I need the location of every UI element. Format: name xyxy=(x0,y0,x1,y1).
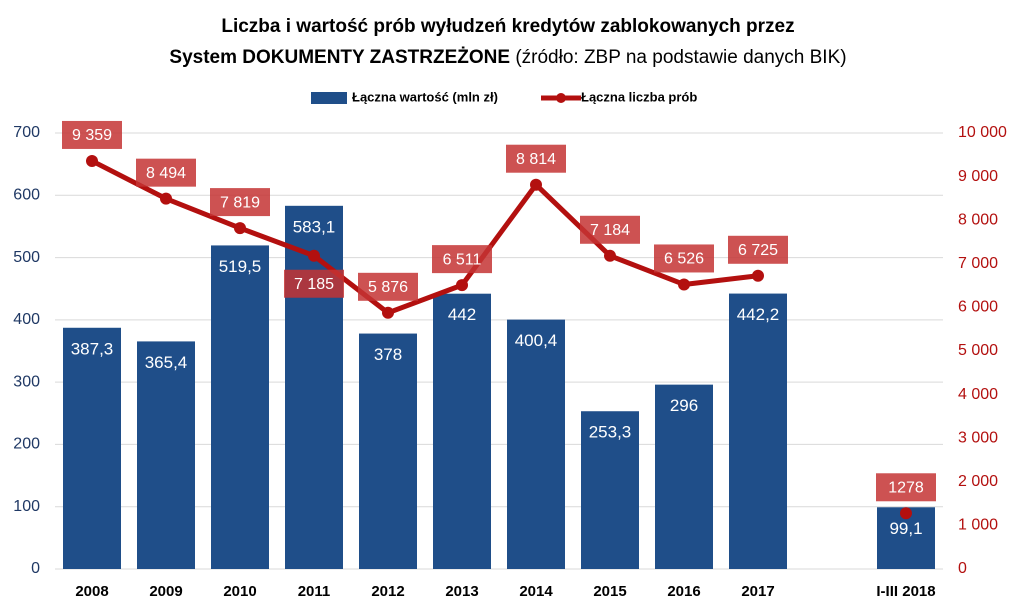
bar-value-label: 253,3 xyxy=(589,423,632,442)
bar xyxy=(581,411,639,569)
line-point xyxy=(900,507,912,520)
bar-value-label: 378 xyxy=(374,345,402,364)
x-tick-label: 2011 xyxy=(298,583,331,600)
bar xyxy=(655,384,713,569)
y-tick-label: 500 xyxy=(13,249,40,266)
line-point xyxy=(382,306,394,319)
bar-value-label: 583,1 xyxy=(293,217,336,236)
x-tick-label: 2008 xyxy=(75,583,108,600)
x-tick-label: I-III 2018 xyxy=(876,583,935,600)
chart-title: System DOKUMENTY ZASTRZEŻONE (źródło: ZB… xyxy=(169,47,846,68)
bar xyxy=(729,293,787,569)
y-tick-label: 400 xyxy=(13,311,40,328)
y2-tick-label: 8 000 xyxy=(958,211,998,228)
bar xyxy=(433,293,491,569)
chart-title-bold: System DOKUMENTY ZASTRZEŻONE xyxy=(169,47,510,68)
line-label-box xyxy=(136,158,196,187)
bar-value-label: 99,1 xyxy=(889,519,922,538)
bar xyxy=(137,341,195,569)
bar-value-label: 519,5 xyxy=(219,257,262,276)
legend-swatch xyxy=(556,93,566,103)
legend-swatch xyxy=(311,92,347,104)
line-value-label: 7 184 xyxy=(590,222,630,239)
y-tick-label: 300 xyxy=(13,373,40,390)
bar xyxy=(211,245,269,569)
chart-title: Liczba i wartość prób wyłudzeń kredytów … xyxy=(221,16,794,37)
y2-tick-label: 3 000 xyxy=(958,429,998,446)
y2-tick-label: 5 000 xyxy=(958,342,998,359)
line-value-label: 8 494 xyxy=(146,165,186,182)
y2-tick-label: 4 000 xyxy=(958,386,998,403)
line-label-box xyxy=(728,235,788,264)
x-tick-label: 2015 xyxy=(593,583,626,600)
bar xyxy=(285,205,343,569)
bar-value-label: 387,3 xyxy=(71,339,114,358)
x-tick-label: 2016 xyxy=(667,583,700,600)
x-tick-label: 2014 xyxy=(519,583,553,600)
line-value-label: 5 876 xyxy=(368,279,408,296)
line-label-box xyxy=(62,120,122,149)
line-label-box xyxy=(654,244,714,273)
line-point xyxy=(234,222,246,235)
x-tick-label: 2009 xyxy=(149,583,182,600)
line-value-label: 6 511 xyxy=(443,251,482,268)
line-point xyxy=(604,249,616,262)
line-value-label: 7 185 xyxy=(294,276,334,293)
line-value-label: 1278 xyxy=(888,479,924,496)
line-point xyxy=(752,269,764,282)
legend-label: Łączna liczba prób xyxy=(581,89,697,104)
line-label-box xyxy=(876,473,936,502)
legend-label: Łączna wartość (mln zł) xyxy=(352,89,498,104)
bar-value-label: 442,2 xyxy=(737,305,780,324)
line-point xyxy=(678,278,690,291)
y2-tick-label: 2 000 xyxy=(958,473,998,490)
bar-value-label: 442 xyxy=(448,305,476,324)
y2-tick-label: 7 000 xyxy=(958,255,998,272)
line-label-box xyxy=(358,272,418,301)
y2-tick-label: 1 000 xyxy=(958,517,998,534)
bar-value-label: 296 xyxy=(670,396,698,415)
y2-tick-label: 0 xyxy=(958,560,967,577)
x-tick-label: 2013 xyxy=(445,583,478,600)
y-tick-label: 100 xyxy=(13,498,40,515)
line-point xyxy=(86,154,98,167)
line-point xyxy=(308,249,320,262)
x-tick-label: 2017 xyxy=(741,583,774,600)
bar xyxy=(507,319,565,569)
line-label-box xyxy=(506,144,566,173)
x-tick-label: 2010 xyxy=(223,583,256,600)
line-point xyxy=(160,192,172,205)
bar-value-label: 400,4 xyxy=(515,331,558,350)
line-value-label: 7 819 xyxy=(220,194,260,211)
bar xyxy=(63,327,121,569)
line-point xyxy=(456,279,468,292)
line-label-box xyxy=(210,188,270,217)
bar-value-label: 365,4 xyxy=(145,353,188,372)
y-tick-label: 200 xyxy=(13,436,40,453)
y2-tick-label: 10 000 xyxy=(958,124,1007,141)
y2-tick-label: 9 000 xyxy=(958,168,998,185)
y-tick-label: 0 xyxy=(31,560,40,577)
y-tick-label: 600 xyxy=(13,187,40,204)
line-label-box xyxy=(284,269,344,298)
y2-tick-label: 6 000 xyxy=(958,299,998,316)
line-value-label: 6 526 xyxy=(664,251,704,268)
line-label-box xyxy=(432,245,492,274)
chart-title-source: (źródło: ZBP na podstawie danych BIK) xyxy=(515,47,846,68)
line-value-label: 6 725 xyxy=(738,242,778,259)
x-tick-label: 2012 xyxy=(371,583,404,600)
line-series xyxy=(90,158,759,316)
y-tick-label: 700 xyxy=(13,124,40,141)
bar xyxy=(359,333,417,569)
line-value-label: 9 359 xyxy=(72,127,112,144)
line-point xyxy=(530,178,542,191)
line-value-label: 8 814 xyxy=(516,151,556,168)
line-label-box xyxy=(580,215,640,244)
